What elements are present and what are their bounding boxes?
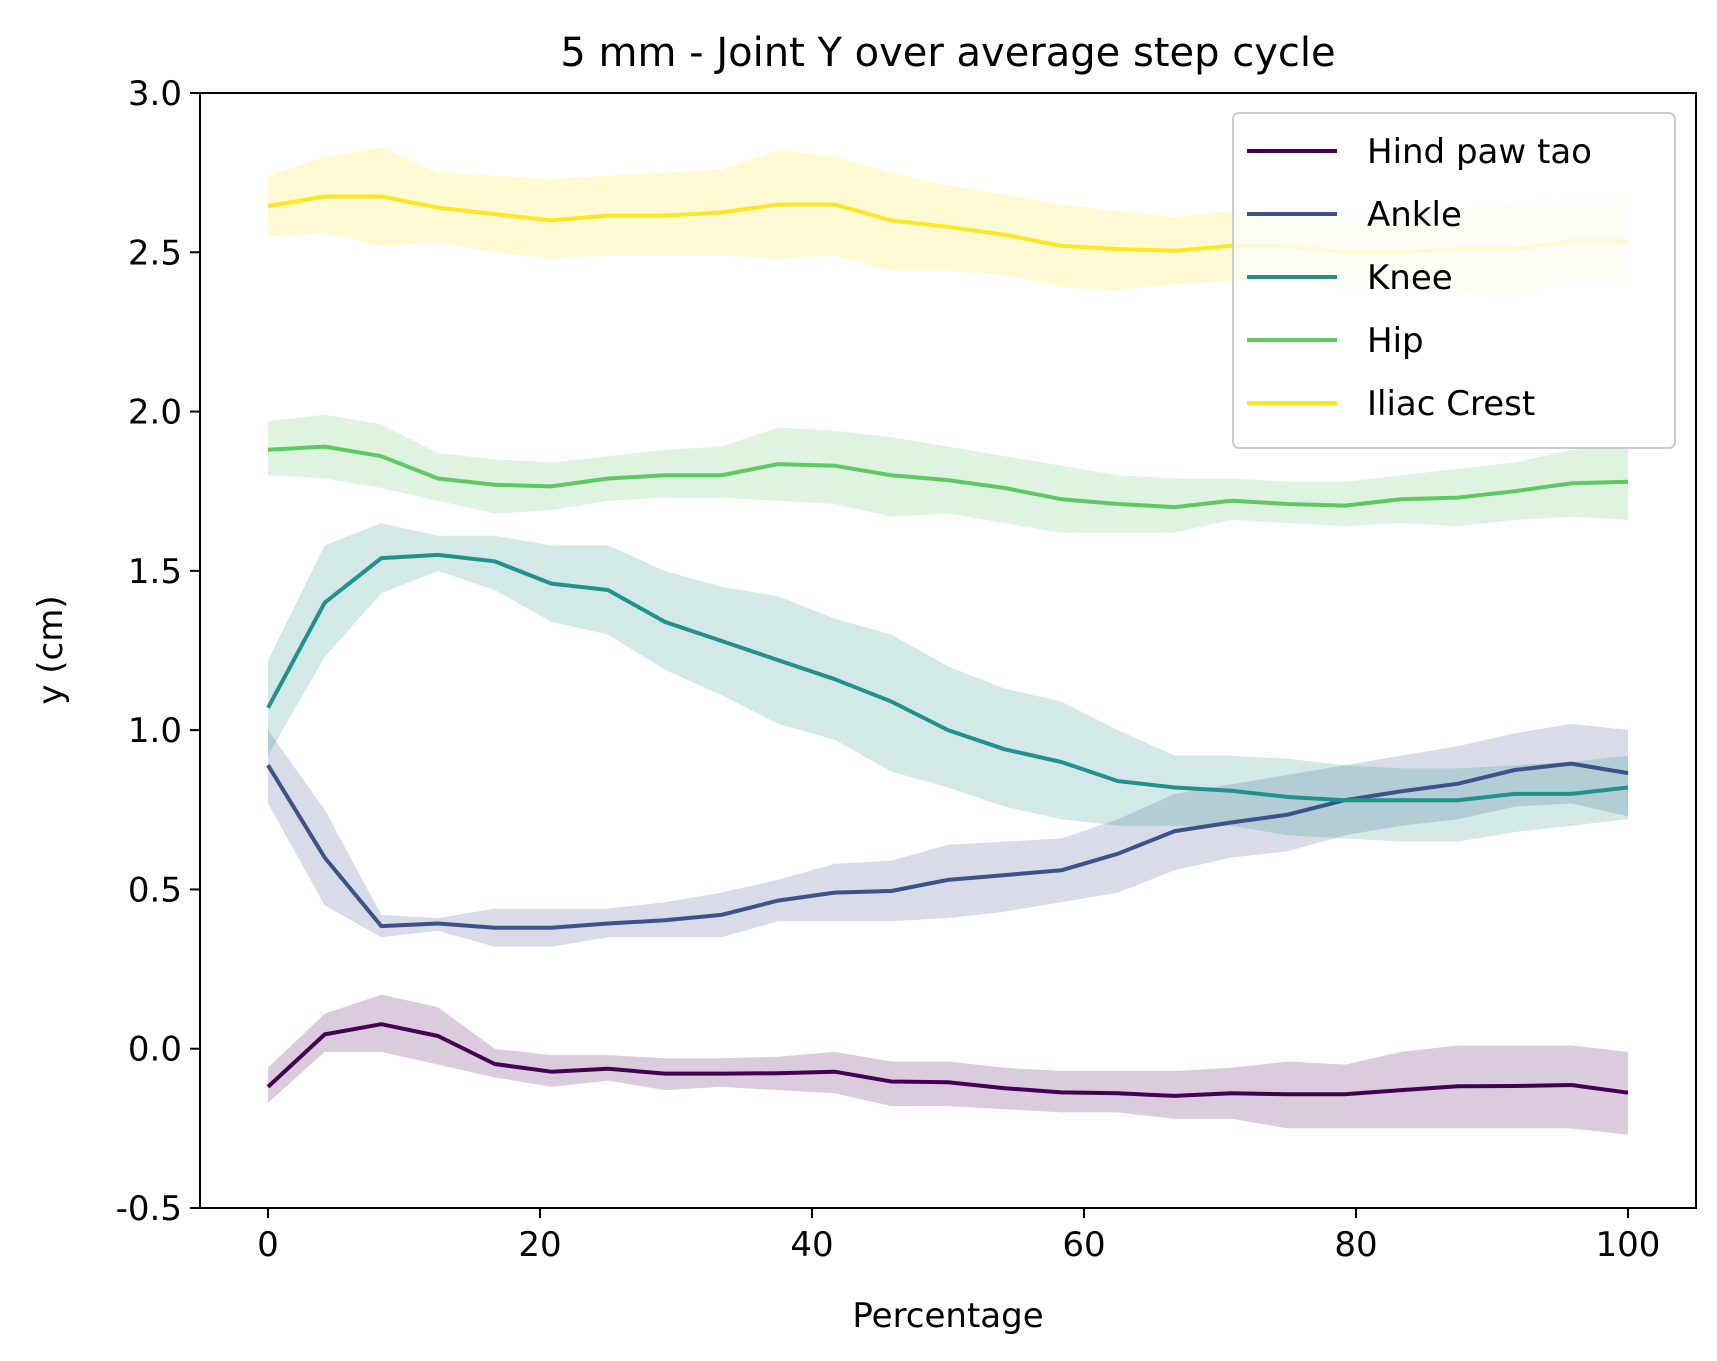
x-tick-label: 0: [257, 1225, 279, 1265]
line-ankle: [266, 761, 1629, 930]
x-tick-label: 40: [790, 1225, 833, 1265]
band-ankle: [268, 723, 1628, 947]
legend-label: Knee: [1367, 258, 1453, 298]
line-knee: [266, 552, 1629, 803]
y-tick-label: 1.0: [128, 711, 182, 751]
x-tick-label: 100: [1596, 1225, 1661, 1265]
legend-label: Hind paw tao: [1367, 132, 1592, 172]
legend: Hind paw tao Ankle Knee Hip Iliac Crest: [1232, 112, 1676, 449]
y-tick-label: 3.0: [128, 74, 182, 114]
legend-label: Ankle: [1367, 195, 1462, 235]
y-axis-label: y (cm): [31, 595, 71, 704]
band-knee: [268, 523, 1628, 842]
line-hind-paw-tao: [266, 1022, 1629, 1098]
y-tick-label: 0.5: [128, 870, 182, 910]
plot-frame: [199, 92, 1697, 1209]
y-tick-label: 1.5: [128, 552, 182, 592]
x-axis-label: Percentage: [852, 1296, 1043, 1336]
x-tick-label: 60: [1062, 1225, 1105, 1265]
y-tick-label: 2.5: [128, 233, 182, 273]
x-axis-ticks: 0 20 40 60 80 100: [257, 1208, 1660, 1265]
x-tick-label: 20: [518, 1225, 561, 1265]
y-axis-ticks: -0.5 0.0 0.5 1.0 1.5 2.0 2.5 3.0: [116, 74, 200, 1229]
y-tick-label: -0.5: [116, 1189, 182, 1229]
y-tick-label: 2.0: [128, 393, 182, 433]
x-tick-label: 80: [1334, 1225, 1377, 1265]
y-tick-label: 0.0: [128, 1030, 182, 1070]
legend-label: Hip: [1367, 321, 1424, 361]
line-hip: [267, 444, 1629, 510]
chart-title: 5 mm - Joint Y over average step cycle: [560, 30, 1335, 76]
band-hind-paw-tao: [268, 994, 1628, 1135]
legend-label: Iliac Crest: [1367, 384, 1535, 424]
legend-box: [1232, 112, 1676, 449]
